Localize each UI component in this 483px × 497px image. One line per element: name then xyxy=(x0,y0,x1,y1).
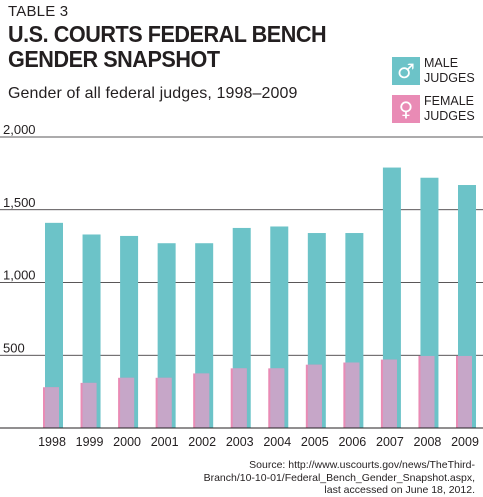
legend-label-female: FEMALE JUDGES xyxy=(424,94,483,124)
chart-title-line-1: U.S. COURTS FEDERAL BENCH xyxy=(8,21,327,47)
legend-item-male: ♂ MALE JUDGES xyxy=(392,56,483,86)
chart-subtitle: Gender of all federal judges, 1998–2009 xyxy=(8,85,298,102)
male-symbol-icon: ♂ xyxy=(392,57,420,85)
source-line-2: Branch/10-10-01/Federal_Bench_Gender_Sna… xyxy=(203,471,475,484)
x-tick-label-2002: 2002 xyxy=(188,435,216,449)
bar-overlap-2006 xyxy=(345,362,360,428)
x-tick-label-1998: 1998 xyxy=(38,435,66,449)
bar-male-1998 xyxy=(45,222,63,428)
x-tick-label-2001: 2001 xyxy=(151,435,179,449)
bars-layer xyxy=(43,167,476,428)
source-line-3: last accessed on June 18, 2012. xyxy=(324,484,475,496)
x-tick-label-2004: 2004 xyxy=(263,435,291,449)
y-tick-label: 500 xyxy=(3,340,25,355)
bar-overlap-2007 xyxy=(382,359,397,428)
bar-overlap-1998 xyxy=(45,387,59,428)
x-tick-label-2006: 2006 xyxy=(338,435,366,449)
legend-label-female-line-1: FEMALE xyxy=(424,94,475,108)
bar-male-1999 xyxy=(82,234,101,428)
bar-overlap-2001 xyxy=(157,377,172,428)
table-label: TABLE 3 xyxy=(8,3,69,20)
y-tick-label: 1,000 xyxy=(3,268,36,283)
female-symbol-icon: ♀ xyxy=(392,95,420,123)
axis-layer: 500 1,000 1,500 2,000 1998 1999 2000 2001 2002 20… xyxy=(0,122,483,449)
y-tick-label: 2,000 xyxy=(3,122,36,137)
bar-overlap-2000 xyxy=(120,377,135,428)
bar-overlap-1999 xyxy=(82,382,97,428)
bar-overlap-2004 xyxy=(270,368,285,428)
legend-label-female-line-2: JUDGES xyxy=(424,109,475,123)
x-tick-label-2000: 2000 xyxy=(113,435,141,449)
bar-overlap-2003 xyxy=(232,368,247,428)
x-tick-label-2008: 2008 xyxy=(414,435,442,449)
source-note: Source: http://www.uscourts.gov/news/The… xyxy=(175,459,475,497)
chart-title: U.S. COURTS FEDERAL BENCH GENDER SNAPSHO… xyxy=(8,21,327,72)
bar-overlap-2009 xyxy=(458,355,472,428)
x-tick-label-2009: 2009 xyxy=(451,435,479,449)
y-tick-label: 1,500 xyxy=(3,195,36,210)
x-tick-label-1999: 1999 xyxy=(76,435,104,449)
legend-item-female: ♀ FEMALE JUDGES xyxy=(392,94,483,124)
bar-overlap-2008 xyxy=(420,355,435,428)
legend-label-male-line-1: MALE xyxy=(424,56,459,70)
x-tick-label-2003: 2003 xyxy=(226,435,254,449)
legend-label-male: MALE JUDGES xyxy=(424,56,483,86)
bar-overlap-2002 xyxy=(195,373,210,428)
source-line-1: Source: http://www.uscourts.gov/news/The… xyxy=(249,459,475,471)
legend-label-male-line-2: JUDGES xyxy=(424,71,475,85)
x-tick-label-2007: 2007 xyxy=(376,435,404,449)
chart-title-line-2: GENDER SNAPSHOT xyxy=(8,46,220,72)
x-tick-label-2005: 2005 xyxy=(301,435,329,449)
bar-overlap-2005 xyxy=(307,364,322,428)
